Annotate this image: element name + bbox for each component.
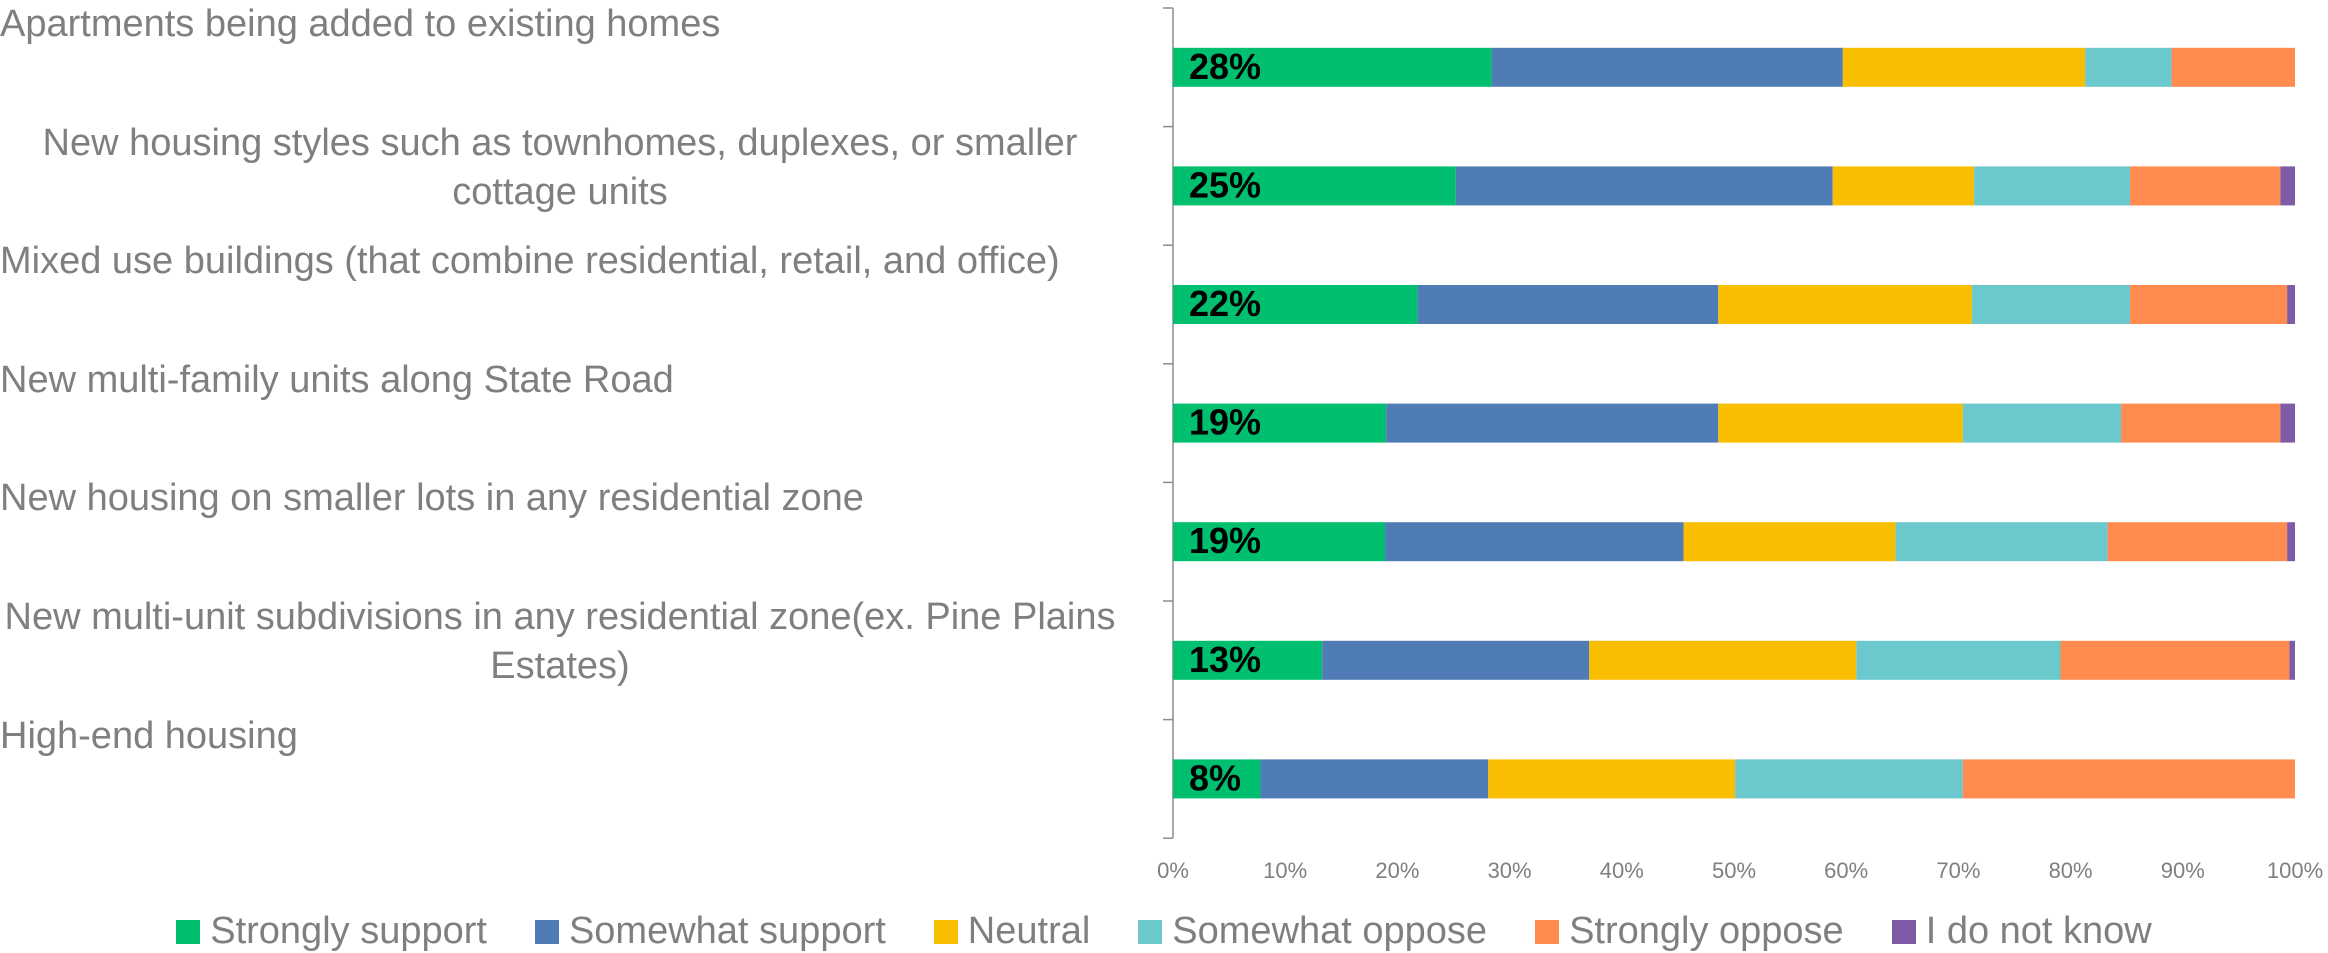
bar-segment xyxy=(1962,403,2122,443)
x-tick-label: 100% xyxy=(2267,858,2323,883)
bar-segment xyxy=(1173,403,1387,443)
bar-segment xyxy=(1260,759,1489,799)
x-tick-label: 40% xyxy=(1600,858,1644,883)
category-row: New multi-unit subdivisions in any resid… xyxy=(0,593,2328,712)
bar-segment xyxy=(1488,759,1736,799)
x-tick-label: 80% xyxy=(2049,858,2093,883)
bar-segment xyxy=(1385,522,1684,562)
legend-item: Somewhat oppose xyxy=(1138,910,1487,953)
legend-label: Somewhat oppose xyxy=(1172,910,1488,952)
legend-label: I do not know xyxy=(1925,910,2152,952)
category-row: High-end housing xyxy=(0,712,2328,831)
bar-segment xyxy=(2107,522,2288,562)
bar-segment xyxy=(2280,403,2295,443)
data-label: 13% xyxy=(1189,639,1261,680)
bar-segment xyxy=(1962,759,2295,799)
category-row: New multi-family units along State Road xyxy=(0,356,2328,475)
legend-item: I do not know xyxy=(1891,910,2152,953)
bar-segment xyxy=(2287,285,2295,324)
data-label: 19% xyxy=(1189,402,1261,443)
bar-segment xyxy=(2121,403,2281,443)
legend-swatch xyxy=(1891,919,1916,944)
category-label: Apartments being added to existing homes xyxy=(0,3,721,45)
legend-item: Strongly oppose xyxy=(1535,910,1844,953)
bar-segment xyxy=(1417,285,1719,324)
bar-segment xyxy=(1322,640,1590,680)
bar-segment xyxy=(1735,759,1963,799)
x-tick-label: 50% xyxy=(1712,858,1756,883)
bar-segment xyxy=(2130,285,2288,324)
bar-segment xyxy=(1832,166,1975,206)
bar-segment xyxy=(2085,47,2172,87)
bar-segment xyxy=(1718,403,1963,443)
category-row: New housing on smaller lots in any resid… xyxy=(0,474,2328,593)
bar-segment xyxy=(1895,522,2108,562)
legend-label: Somewhat support xyxy=(568,910,886,952)
data-label: 28% xyxy=(1189,46,1261,87)
data-label: 25% xyxy=(1189,164,1261,205)
bar-segment xyxy=(1718,285,1972,324)
bar-segment xyxy=(2287,522,2295,562)
legend-label: Strongly support xyxy=(210,910,487,952)
legend-item: Strongly support xyxy=(176,910,487,953)
bar-segment xyxy=(1683,522,1896,562)
legend-label: Strongly oppose xyxy=(1569,910,1844,952)
data-label: 19% xyxy=(1189,520,1261,561)
bar-segment xyxy=(1173,166,1456,206)
bar-segment xyxy=(1971,285,2131,324)
x-tick-label: 70% xyxy=(1936,858,1980,883)
bar-segment xyxy=(1173,759,1261,799)
data-label: 22% xyxy=(1189,283,1261,324)
bar-segment xyxy=(2171,47,2295,87)
bar-segment xyxy=(1173,285,1418,324)
legend-item: Neutral xyxy=(933,910,1091,953)
x-tick-label: 10% xyxy=(1263,858,1307,883)
bar-segment xyxy=(1173,522,1386,562)
legend-swatch xyxy=(1138,919,1163,944)
legend-swatch xyxy=(1535,919,1560,944)
legend-swatch xyxy=(534,919,559,944)
category-row: New housing styles such as townhomes, du… xyxy=(0,119,2328,238)
bar-segment xyxy=(1491,47,1843,87)
data-label: 8% xyxy=(1189,757,1241,798)
category-label: New multi-unit subdivisions in any resid… xyxy=(4,595,1116,688)
bar-segment xyxy=(1455,166,1833,206)
x-tick-label: 20% xyxy=(1375,858,1419,883)
category-label: New housing styles such as townhomes, du… xyxy=(42,121,1078,213)
bar-segment xyxy=(1173,640,1323,680)
bar-segment xyxy=(2130,166,2281,206)
x-tick-label: 0% xyxy=(1157,858,1189,883)
bar-segment xyxy=(1386,403,1719,443)
category-label: New housing on smaller lots in any resid… xyxy=(0,477,864,520)
legend-label: Neutral xyxy=(967,910,1091,952)
legend-swatch xyxy=(933,919,958,944)
legend: Strongly support Somewhat support Neutral S… xyxy=(0,910,2328,953)
bar-segment xyxy=(2280,166,2295,206)
bar-segment xyxy=(1856,640,2061,680)
x-tick-label: 90% xyxy=(2161,858,2205,883)
category-label: Mixed use buildings (that combine reside… xyxy=(0,240,1060,283)
bar-segment xyxy=(1589,640,1857,680)
bar-segment xyxy=(2289,640,2295,680)
category-label: New multi-family units along State Road xyxy=(0,358,674,401)
bar-segment xyxy=(1974,166,2131,206)
bar-segment xyxy=(1842,47,2086,87)
bar-segment xyxy=(2060,640,2290,680)
category-label: High-end housing xyxy=(0,714,298,757)
category-row: Mixed use buildings (that combine reside… xyxy=(0,237,2328,356)
x-tick-label: 60% xyxy=(1824,858,1868,883)
category-row: Apartments being added to existing homes xyxy=(0,0,2328,119)
bar-segment xyxy=(1173,47,1492,87)
category-labels: Apartments being added to existing homes… xyxy=(0,0,2328,831)
x-tick-label: 30% xyxy=(1488,858,1532,883)
legend-item: Somewhat support xyxy=(534,910,886,953)
legend-swatch xyxy=(176,919,201,944)
